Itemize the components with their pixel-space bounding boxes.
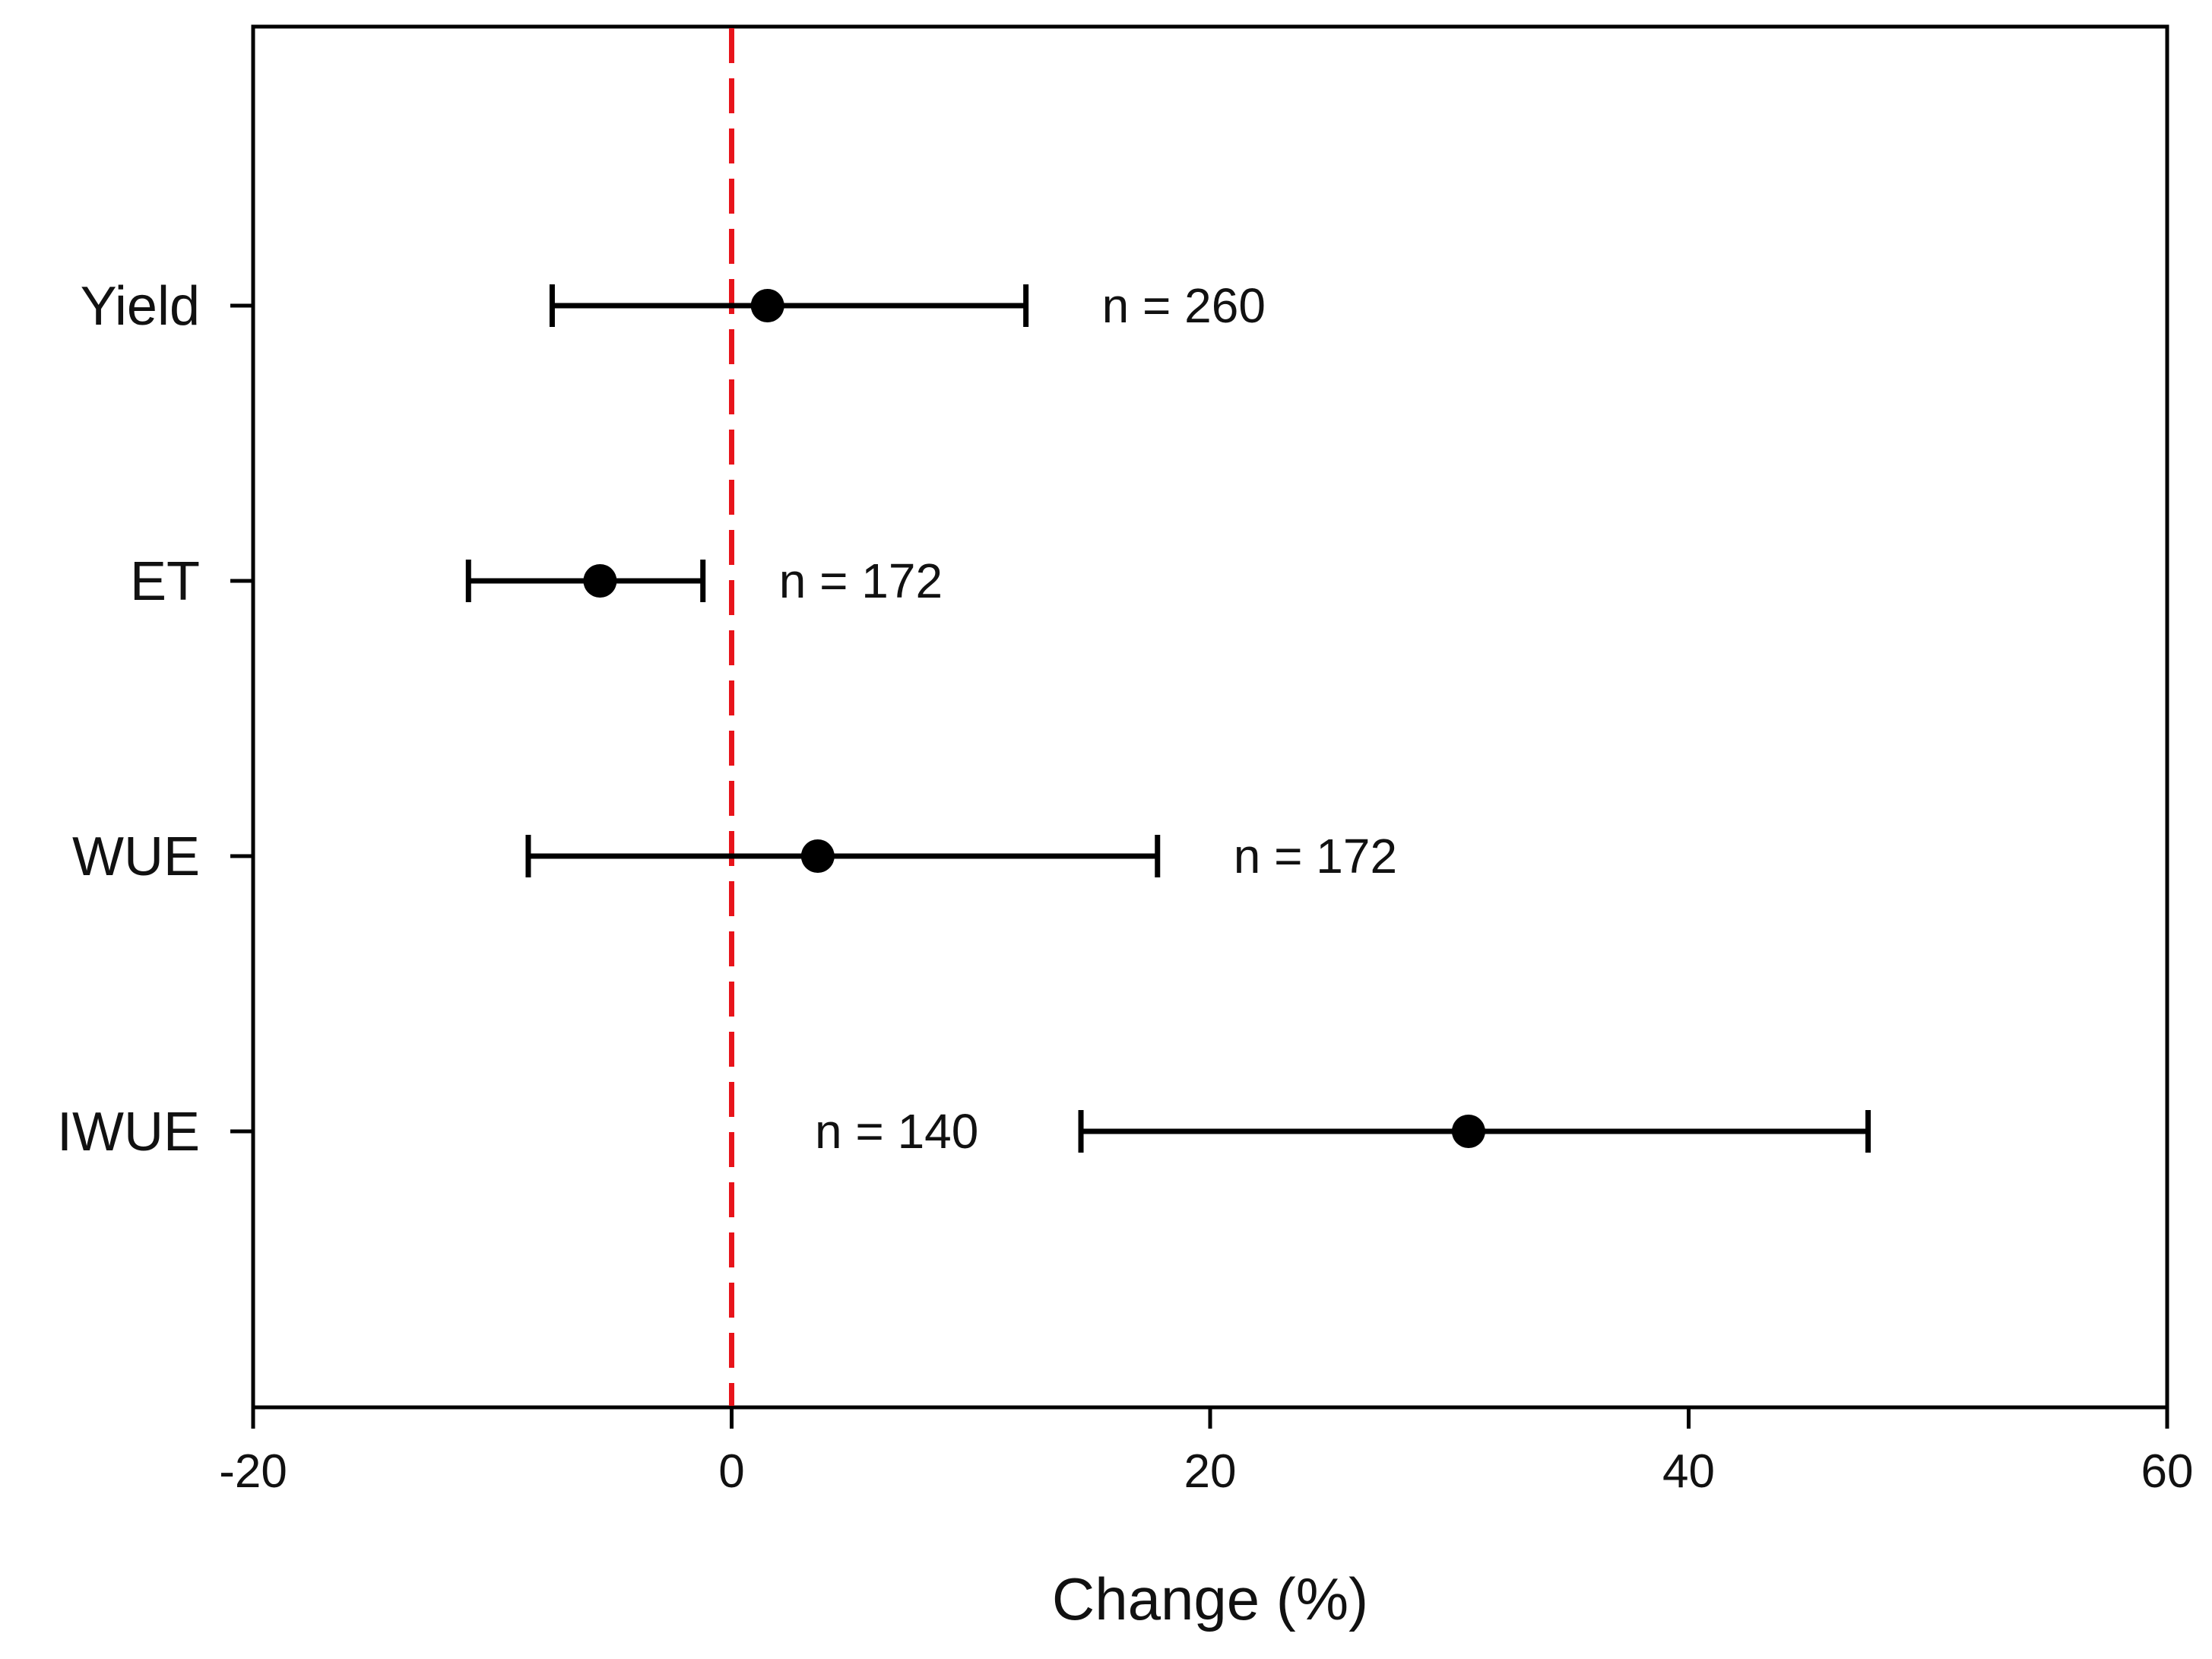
mean-point-iwue (1451, 1115, 1485, 1148)
mean-point-yield (750, 289, 784, 322)
n-label-iwue: n = 140 (815, 1104, 978, 1159)
x-tick-label-2: 20 (1184, 1445, 1237, 1498)
mean-point-et (583, 564, 617, 598)
plot-frame (251, 24, 2169, 1410)
n-label-et: n = 172 (779, 554, 943, 608)
y-category-label-yield: Yield (81, 276, 200, 337)
x-tick-label-0: -20 (219, 1445, 287, 1498)
data-marks: n = 260 n = 172 n = 172 n = 140 (465, 278, 1871, 1159)
x-axis-title: Change (%) (1052, 1565, 1368, 1632)
x-axis: -20 0 20 40 60 (219, 1407, 2193, 1498)
x-tick-label-3: 40 (1662, 1445, 1715, 1498)
x-tick-label-4: 60 (2141, 1445, 2194, 1498)
x-tick-label-1: 0 (718, 1445, 744, 1498)
y-axis: Yield ET WUE IWUE (57, 276, 253, 1163)
y-category-label-wue: WUE (72, 826, 200, 887)
n-label-yield: n = 260 (1102, 278, 1266, 333)
n-label-wue: n = 172 (1234, 829, 1397, 883)
y-category-label-iwue: IWUE (57, 1102, 200, 1163)
y-category-label-et: ET (130, 551, 200, 612)
mean-point-wue (800, 839, 835, 873)
